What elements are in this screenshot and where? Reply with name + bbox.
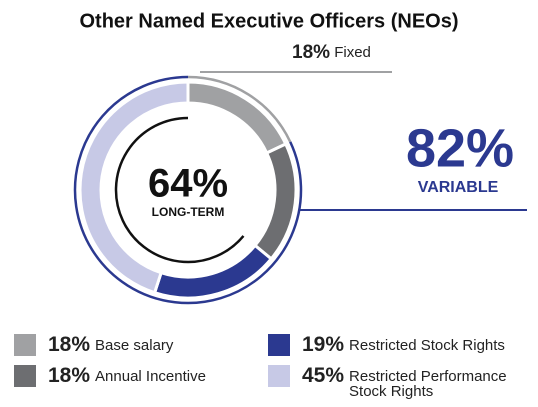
fixed-label: 18% Fixed	[292, 42, 371, 63]
legend-value: 18%	[48, 364, 91, 387]
legend-label: Annual Incentive	[95, 368, 206, 385]
legend-swatch	[14, 365, 36, 387]
legend-value: 19%	[302, 333, 345, 356]
legend-entry: 45% Restricted Performance Stock Rights	[268, 364, 536, 399]
legend-label: Restricted Performance Stock Rights	[349, 368, 507, 400]
legend-swatch	[268, 365, 290, 387]
chart-title: Other Named Executive Officers (NEOs)	[79, 10, 458, 32]
donut-segment	[186, 80, 288, 155]
long-term-arc	[114, 116, 245, 264]
legend-entry: 19% Restricted Stock Rights	[268, 333, 536, 357]
legend-entry: 18% Base salary	[14, 333, 264, 357]
legend-value: 18%	[48, 333, 91, 356]
legend-swatch	[268, 334, 290, 356]
legend-label: Restricted Stock Rights	[349, 337, 505, 354]
legend-entry: 18% Annual Incentive	[14, 364, 264, 388]
legend-swatch	[14, 334, 36, 356]
variable-text: VARIABLE	[418, 179, 499, 196]
long-term-text: LONG-TERM	[152, 205, 225, 219]
long-term-value: 64%	[148, 162, 228, 206]
fixed-value: 18%	[292, 42, 330, 63]
donut-segment	[78, 80, 190, 295]
fixed-arc	[187, 75, 292, 143]
variable-value: 82%	[406, 118, 514, 178]
legend-label: Base salary	[95, 337, 174, 354]
donut-segment	[152, 243, 274, 300]
variable-arc	[73, 75, 303, 305]
fixed-text: Fixed	[334, 44, 371, 61]
legend-value: 45%	[302, 364, 345, 387]
